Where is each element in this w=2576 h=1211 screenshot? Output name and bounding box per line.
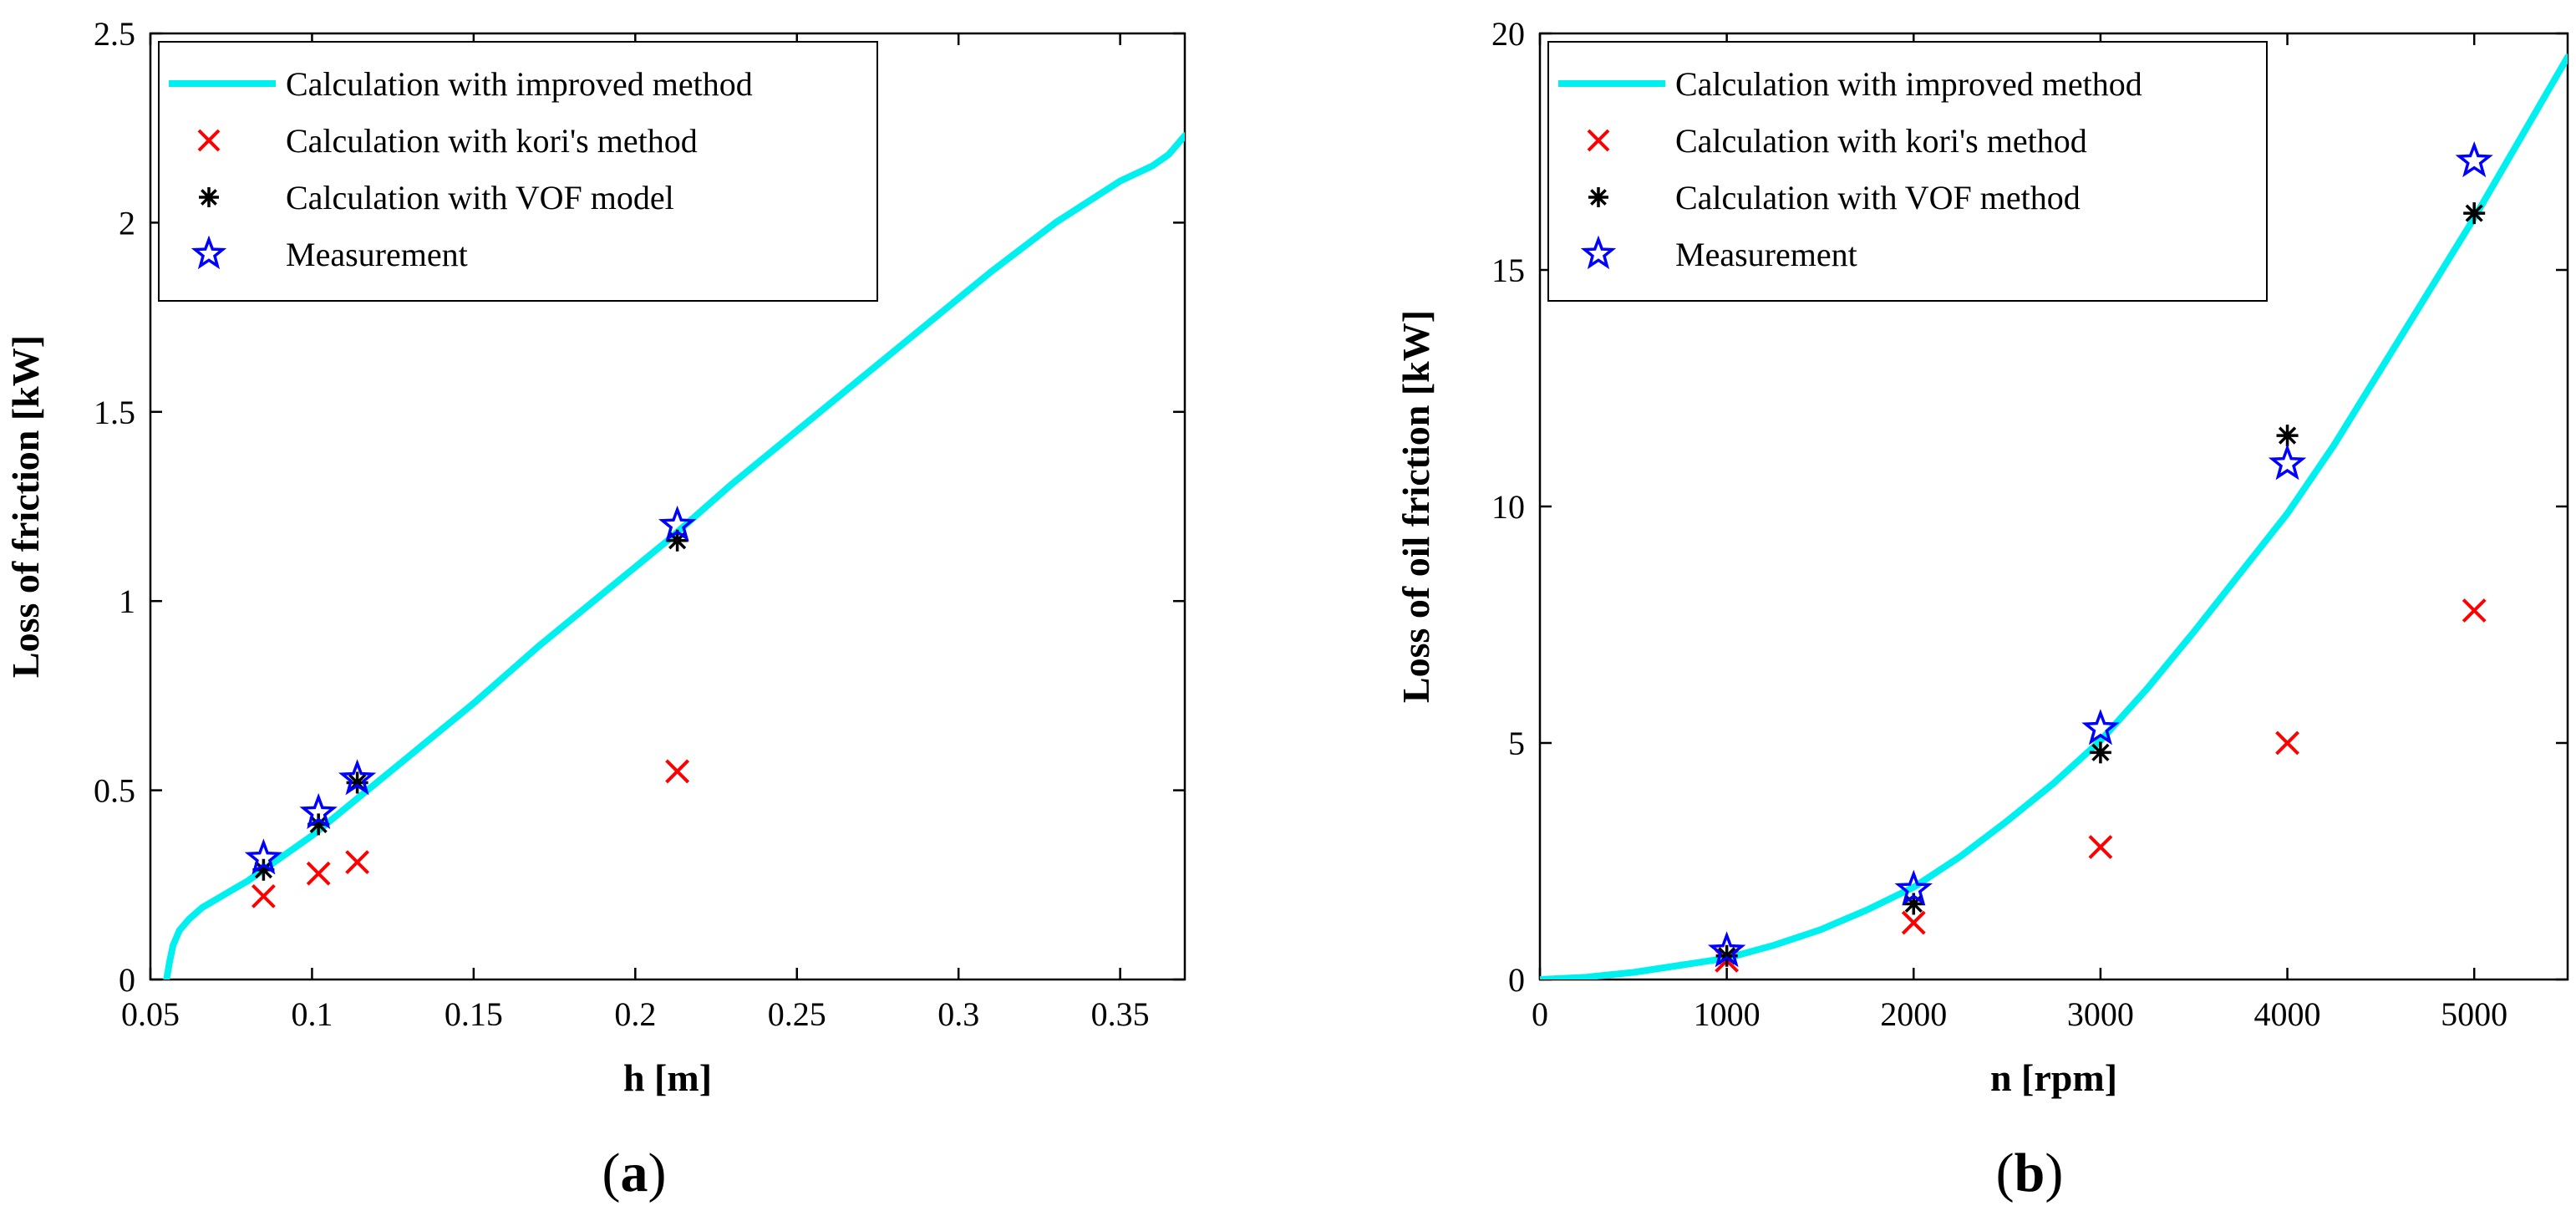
panel-paren-close-a: ) — [648, 1142, 667, 1203]
legend-label-b-3: Measurement — [1675, 236, 1857, 273]
panel-letter-a: a — [621, 1142, 648, 1203]
y-tick-label-a: 2.5 — [94, 15, 135, 53]
point-asterisk-a-2 — [346, 771, 368, 794]
legend-b: Calculation with improved method Calculat… — [1547, 41, 2268, 302]
point-star-a-2 — [338, 759, 377, 796]
plot-area-a — [163, 132, 1185, 979]
point-asterisk-b-1 — [1903, 893, 1925, 915]
y-tick-label-b: 5 — [1508, 725, 1525, 762]
panel-paren-open-b: ( — [1996, 1142, 2015, 1203]
x-tick-label-b: 4000 — [2254, 995, 2321, 1033]
point-x-a-2 — [345, 850, 370, 875]
legend-swatch-x-b — [1587, 129, 1610, 152]
y-tick-label-a: 2 — [119, 204, 135, 242]
x-tick-label-a: 0.3 — [937, 995, 979, 1033]
legend-a: Calculation with improved method Calculat… — [158, 41, 878, 302]
point-asterisk-a-3 — [666, 529, 688, 552]
markers-a — [244, 505, 697, 908]
series-line-improved-a — [163, 132, 1185, 979]
y-axis-label-b: Loss of oil friction [kW] — [1395, 310, 1437, 703]
x-tick-label-b: 5000 — [2441, 995, 2507, 1033]
point-star-a-0 — [244, 838, 283, 875]
legend-label-a-1: Calculation with kori's method — [286, 122, 698, 160]
legend-label-b-1: Calculation with kori's method — [1675, 122, 2087, 160]
legend-swatch-star-b — [1580, 235, 1617, 270]
y-axis-label-a: Loss of friction [kW] — [4, 335, 47, 678]
markers-b — [1707, 141, 2493, 973]
x-axis-label-b: n [rpm] — [1990, 1056, 2117, 1099]
point-asterisk-b-2 — [2089, 741, 2111, 764]
x-tick-label-a: 0.15 — [445, 995, 503, 1033]
y-tick-label-a: 1 — [119, 583, 135, 620]
point-asterisk-b-4 — [2463, 202, 2486, 225]
x-tick-label-b: 3000 — [2067, 995, 2134, 1033]
x-tick-label-a: 0.2 — [614, 995, 656, 1033]
x-tick-label-b: 2000 — [1880, 995, 1947, 1033]
legend-label-a-0: Calculation with improved method — [286, 65, 753, 103]
point-asterisk-b-0 — [1715, 944, 1738, 967]
chart-b: 0 1000 2000 3000 4000 5000 0 5 10 15 20 Calculatio… — [1395, 15, 2569, 1203]
legend-swatch-x-a — [197, 129, 221, 152]
series-line-improved-b — [1540, 53, 2568, 979]
x-tick-label-b: 1000 — [1694, 995, 1761, 1033]
y-tick-label-b: 10 — [1491, 488, 1525, 526]
point-x-b-1 — [1901, 910, 1926, 935]
point-x-b-3 — [2275, 730, 2299, 756]
point-asterisk-b-3 — [2276, 425, 2299, 447]
legend-label-a-3: Measurement — [286, 236, 468, 273]
x-tick-label-a: 0.05 — [121, 995, 180, 1033]
point-star-b-4 — [2455, 141, 2493, 178]
point-x-b-4 — [2462, 598, 2487, 623]
point-star-a-3 — [658, 505, 697, 542]
x-tick-label-a: 0.1 — [291, 995, 333, 1033]
point-star-b-0 — [1707, 931, 1746, 968]
legend-label-a-2: Calculation with VOF model — [286, 179, 674, 216]
panel-letter-b: b — [2015, 1142, 2045, 1203]
y-tick-label-a: 0 — [119, 961, 135, 999]
point-x-a-1 — [306, 861, 331, 886]
x-tick-label-a: 0.25 — [768, 995, 826, 1033]
y-tick-label-b: 20 — [1491, 15, 1525, 53]
panel-label-b: (b) — [1996, 1142, 2064, 1203]
legend-swatch-star-a — [191, 235, 227, 270]
panel-label-a: (a) — [602, 1142, 667, 1203]
point-asterisk-a-1 — [307, 813, 330, 836]
y-tick-label-a: 0.5 — [94, 772, 135, 810]
y-tick-label-b: 0 — [1508, 961, 1525, 999]
plot-area-b — [1540, 53, 2568, 979]
y-tick-label-b: 15 — [1491, 252, 1525, 289]
legend-label-b-0: Calculation with improved method — [1675, 65, 2142, 103]
panel-paren-close-b: ) — [2045, 1142, 2063, 1203]
point-star-b-2 — [2081, 709, 2120, 745]
y-tick-label-a: 1.5 — [94, 394, 135, 431]
chart-a: 0.05 0.1 0.15 0.2 0.25 0.3 0.35 0 0.5 1 1.5 2 2.5 Ca… — [4, 15, 1186, 1203]
point-star-b-3 — [2268, 444, 2307, 481]
x-tick-label-b: 0 — [1532, 995, 1548, 1033]
point-asterisk-a-0 — [252, 858, 275, 881]
point-x-a-0 — [251, 883, 276, 908]
legend-swatch-asterisk-b — [1588, 187, 1608, 207]
plot-frame-a — [149, 32, 1186, 981]
panel-paren-open-a: ( — [602, 1142, 621, 1203]
point-x-a-3 — [665, 759, 690, 784]
legend-swatch-asterisk-a — [199, 187, 219, 207]
legend-label-b-2: Calculation with VOF method — [1675, 179, 2081, 216]
point-star-b-1 — [1894, 869, 1933, 906]
point-x-b-2 — [2088, 835, 2113, 859]
point-star-a-1 — [299, 792, 338, 830]
x-axis-label-a: h [m] — [623, 1056, 712, 1099]
x-tick-label-a: 0.35 — [1091, 995, 1150, 1033]
